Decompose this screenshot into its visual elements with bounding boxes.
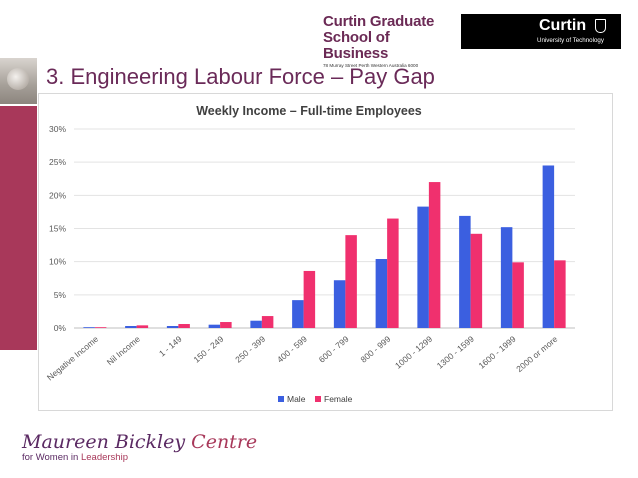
- bar-female: [220, 322, 232, 328]
- bar-male: [83, 327, 95, 328]
- presenter-photo-logo: [0, 58, 37, 104]
- legend-swatch-male: [278, 396, 284, 402]
- legend-swatch-female: [315, 396, 321, 402]
- bar-female: [345, 235, 357, 328]
- university-name: Curtin: [539, 17, 587, 34]
- bar-female: [512, 262, 524, 328]
- maureen-bickley-centre-logo: Maureen Bickley Centre for Women in Lead…: [22, 432, 262, 470]
- left-accent-band: [0, 106, 37, 350]
- bar-female: [136, 325, 149, 328]
- bar-female: [470, 233, 483, 328]
- university-subtitle: University of Technology: [537, 37, 604, 44]
- y-tick-label: 0%: [54, 323, 67, 333]
- bar-male: [292, 300, 304, 328]
- x-tick-label: 1600 - 1999: [476, 334, 517, 371]
- bar-female: [303, 270, 316, 328]
- crest-icon: [595, 19, 606, 33]
- bar-female: [178, 324, 190, 328]
- bar-male: [375, 259, 388, 328]
- curtin-university-logo: Curtin University of Technology: [461, 14, 621, 49]
- bar-male: [500, 227, 513, 328]
- bar-female: [554, 260, 566, 328]
- x-tick-label: Negative Income: [45, 334, 100, 383]
- income-bar-chart: Weekly Income – Full-time Employees 0% 5% 1…: [45, 104, 575, 404]
- chart-frame: Weekly Income – Full-time Employees 0% 5% 1…: [38, 93, 613, 411]
- x-tick-label: 400 - 599: [275, 334, 309, 365]
- x-tick-label: 1 - 149: [157, 334, 184, 359]
- school-name-line2: School of Business: [323, 29, 390, 62]
- bar-female: [261, 316, 274, 328]
- bar-female: [94, 327, 107, 328]
- centre-logo-tagline-accent: Leadership: [80, 452, 128, 463]
- centre-logo-tagline: for Women in: [22, 452, 81, 463]
- bar-male: [166, 326, 179, 328]
- bar-male: [250, 320, 262, 328]
- school-address: 78 Murray Street Perth Western Australia…: [323, 63, 419, 68]
- x-tick-label: 600 - 799: [317, 334, 351, 365]
- y-tick-label: 5%: [54, 290, 67, 300]
- y-tick-label: 30%: [49, 124, 66, 134]
- x-tick-label: 250 - 399: [233, 334, 267, 365]
- bar-male: [542, 165, 555, 328]
- centre-logo-name: Maureen Bickley: [22, 431, 186, 453]
- y-tick-label: 20%: [49, 190, 66, 200]
- centre-logo-line2: for Women in Leadership: [22, 452, 262, 463]
- slide-title: 3. Engineering Labour Force – Pay Gap: [46, 64, 435, 89]
- x-tick-label: 800 - 999: [358, 334, 392, 365]
- curtin-graduate-school-logo: Curtin Graduate School of Business 78 Mu…: [323, 13, 458, 69]
- bar-female: [428, 182, 441, 328]
- bar-male: [208, 324, 221, 328]
- bar-female: [387, 218, 399, 328]
- bar-male: [333, 280, 346, 328]
- bar-male: [417, 206, 429, 328]
- legend-label-male: Male: [287, 394, 306, 404]
- chart-title: Weekly Income – Full-time Employees: [196, 104, 422, 118]
- centre-logo-line1: Maureen Bickley Centre: [22, 432, 262, 452]
- y-tick-label: 10%: [49, 257, 66, 267]
- legend-label-female: Female: [324, 394, 353, 404]
- x-tick-label: Nil Income: [105, 334, 142, 368]
- y-tick-label: 25%: [49, 157, 66, 167]
- x-tick-label: 150 - 249: [191, 334, 225, 365]
- bar-male: [459, 215, 471, 328]
- x-tick-label: 1000 - 1299: [393, 334, 434, 371]
- x-tick-label: 1300 - 1599: [435, 334, 476, 371]
- x-tick-label: 2000 or more: [514, 334, 559, 374]
- centre-logo-word: Centre: [185, 431, 258, 453]
- bar-male: [125, 326, 137, 328]
- school-name-line1: Curtin Graduate: [323, 13, 435, 30]
- y-tick-label: 15%: [49, 224, 66, 234]
